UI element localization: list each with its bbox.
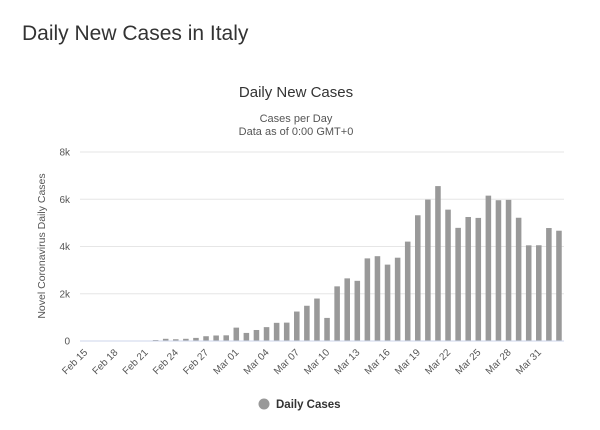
x-tick-label: Feb 24 <box>151 347 181 377</box>
x-tick-label: Mar 07 <box>272 347 302 377</box>
bar[interactable] <box>243 332 250 341</box>
bar[interactable] <box>465 216 471 341</box>
x-tick-label: Mar 01 <box>212 347 242 377</box>
bar[interactable] <box>536 245 542 341</box>
x-tick-label: Mar 22 <box>423 347 453 377</box>
x-tick-label: Feb 27 <box>181 347 211 377</box>
bar[interactable] <box>394 257 401 341</box>
chart-title: Daily New Cases <box>239 84 353 101</box>
bar[interactable] <box>445 209 451 341</box>
bar[interactable] <box>223 335 229 341</box>
bar[interactable] <box>556 230 562 341</box>
chart-subtitle-line-1: Cases per Day <box>260 113 333 125</box>
bar[interactable] <box>334 286 340 341</box>
bars <box>142 186 562 342</box>
bar[interactable] <box>263 327 270 341</box>
bar[interactable] <box>455 227 461 341</box>
bar[interactable] <box>253 329 260 341</box>
bar[interactable] <box>425 199 431 341</box>
x-tick-label: Mar 16 <box>363 347 393 377</box>
legend[interactable]: Daily Cases <box>258 398 341 412</box>
bar[interactable] <box>304 305 310 341</box>
bar[interactable] <box>354 280 361 341</box>
grid-lines <box>80 151 564 295</box>
y-tick-label: 4k <box>59 242 71 253</box>
x-tick-label: Mar 25 <box>454 347 484 377</box>
x-tick-label: Mar 19 <box>393 347 423 377</box>
bar[interactable] <box>415 215 421 341</box>
bar[interactable] <box>374 256 381 341</box>
x-tick-label: Feb 18 <box>91 347 121 377</box>
bar[interactable] <box>283 322 290 341</box>
x-tick-label: Mar 31 <box>514 347 544 377</box>
bar[interactable] <box>183 338 189 341</box>
page-title: Daily New Cases in Italy <box>22 22 249 45</box>
y-tick-labels: 0 2k 4k 6k 8k <box>59 148 71 348</box>
bar[interactable] <box>273 322 280 341</box>
bar[interactable] <box>384 264 391 341</box>
bar[interactable] <box>173 339 179 341</box>
bar[interactable] <box>213 335 219 341</box>
x-tick-label: Mar 13 <box>333 347 363 377</box>
bar[interactable] <box>314 298 320 341</box>
x-tick-label: Feb 15 <box>60 347 90 377</box>
bar[interactable] <box>193 337 199 341</box>
bar[interactable] <box>475 217 482 341</box>
bar[interactable] <box>294 311 300 341</box>
bar[interactable] <box>364 258 371 341</box>
x-tick-label: Mar 28 <box>484 347 514 377</box>
y-tick-label: 2k <box>59 289 71 300</box>
y-tick-label: 0 <box>64 337 70 348</box>
bar[interactable] <box>546 228 552 341</box>
bar[interactable] <box>404 241 411 341</box>
y-tick-label: 6k <box>59 195 71 206</box>
bar[interactable] <box>435 186 441 341</box>
x-tick-label: Feb 21 <box>121 347 151 377</box>
bar[interactable] <box>344 278 350 341</box>
x-tick-label: Mar 04 <box>242 347 272 377</box>
legend-label[interactable]: Daily Cases <box>276 399 341 411</box>
x-tick-labels: Feb 15 Feb 18 Feb 21 Feb 24 Feb 27 Mar 01 Mar … <box>60 347 544 377</box>
bar[interactable] <box>505 199 512 341</box>
legend-marker <box>258 398 270 410</box>
bar[interactable] <box>485 195 492 341</box>
bar[interactable] <box>233 327 240 341</box>
bar[interactable] <box>495 200 502 341</box>
y-tick-label: 8k <box>59 148 71 159</box>
bar[interactable] <box>162 338 169 341</box>
bar[interactable] <box>515 217 522 341</box>
y-axis-title: Novel Coronavirus Daily Cases <box>36 173 48 318</box>
chart-subtitle-line-2: Data as of 0:00 GMT+0 <box>239 126 354 138</box>
bar[interactable] <box>324 317 330 341</box>
x-tick-label: Mar 10 <box>302 347 332 377</box>
bar[interactable] <box>203 336 209 341</box>
bar[interactable] <box>525 245 532 341</box>
